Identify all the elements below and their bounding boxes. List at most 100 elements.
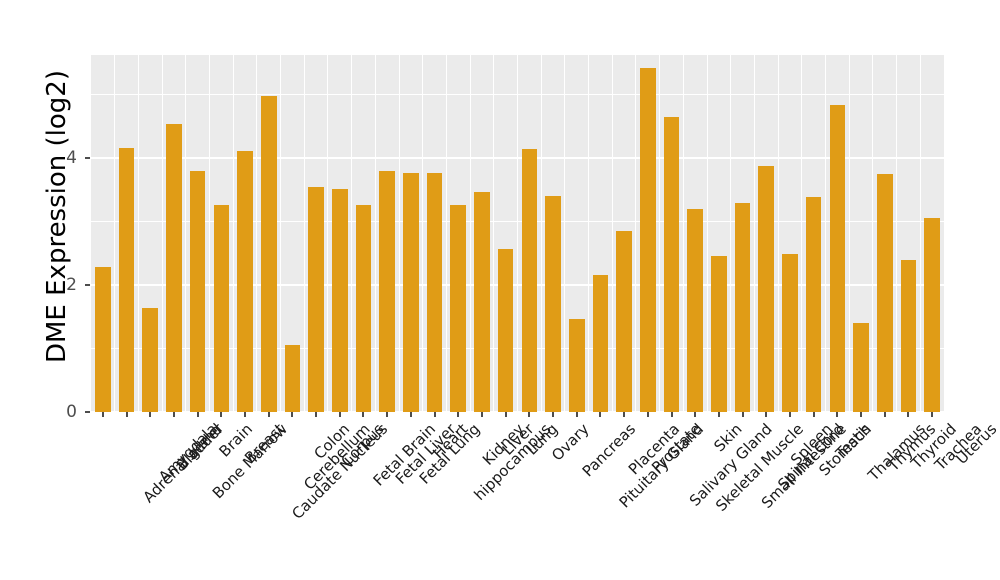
- y-axis-tick-mark: [85, 156, 90, 159]
- gridline-minor-x: [303, 55, 305, 412]
- gridline-minor-x: [706, 55, 708, 412]
- bar[interactable]: [379, 171, 395, 412]
- bar[interactable]: [711, 256, 727, 412]
- bar[interactable]: [166, 124, 182, 412]
- bar[interactable]: [616, 230, 632, 412]
- x-axis-tick-mark: [836, 412, 839, 417]
- y-axis-tick-label: 4: [66, 147, 77, 168]
- bar[interactable]: [403, 172, 419, 412]
- bar[interactable]: [284, 345, 301, 412]
- gridline-minor-x: [825, 55, 827, 412]
- x-axis-tick-mark: [101, 412, 104, 417]
- bar[interactable]: [924, 218, 940, 412]
- gridline-minor-x: [280, 55, 282, 412]
- bar[interactable]: [260, 96, 277, 412]
- gridline-minor-x: [161, 55, 163, 412]
- bar[interactable]: [876, 174, 893, 412]
- gridline-minor-x: [185, 55, 187, 412]
- gridline-minor-x: [872, 55, 874, 412]
- x-axis-tick-mark: [765, 412, 768, 417]
- x-axis-tick-mark: [433, 412, 436, 417]
- x-axis-tick-mark: [788, 412, 791, 417]
- gridline-minor-x: [422, 55, 424, 412]
- x-axis-tick-mark: [575, 412, 578, 417]
- gridline-minor-x: [588, 55, 590, 412]
- x-axis-tick-mark: [860, 412, 863, 417]
- x-axis-tick-mark: [670, 412, 673, 417]
- bar[interactable]: [900, 260, 917, 412]
- gridline-minor-x: [398, 55, 400, 412]
- bar[interactable]: [592, 275, 609, 412]
- y-axis-title: DME Expression (log2): [42, 70, 72, 364]
- y-axis-tick-label: 0: [66, 402, 77, 422]
- bar[interactable]: [142, 308, 159, 412]
- gridline-minor-x: [540, 55, 542, 412]
- bar[interactable]: [95, 267, 111, 412]
- x-axis-tick-mark: [125, 412, 128, 417]
- x-axis-tick-mark: [172, 412, 175, 417]
- bar[interactable]: [829, 104, 846, 412]
- gridline-minor-x: [896, 55, 898, 412]
- x-axis-tick-mark: [362, 412, 365, 417]
- gridline-minor-x: [493, 55, 495, 412]
- bar-series: [91, 55, 944, 412]
- gridline-minor-x: [114, 55, 116, 412]
- gridline-minor-x: [256, 55, 258, 412]
- bar[interactable]: [734, 203, 751, 412]
- bar[interactable]: [450, 204, 467, 412]
- gridline-minor-x: [730, 55, 732, 412]
- bar[interactable]: [640, 67, 656, 412]
- x-axis-tick-mark: [883, 412, 886, 417]
- bar[interactable]: [545, 196, 561, 412]
- x-axis-tick-mark: [220, 412, 223, 417]
- x-axis-tick-mark: [694, 412, 697, 417]
- bar[interactable]: [118, 148, 135, 412]
- x-axis-tick-mark: [741, 412, 744, 417]
- bar[interactable]: [853, 323, 869, 412]
- bar[interactable]: [782, 254, 798, 412]
- gridline-minor-x: [659, 55, 661, 412]
- plot-panel: [91, 55, 944, 412]
- gridline-minor-x: [232, 55, 234, 412]
- gridline-minor-x: [374, 55, 376, 412]
- bar[interactable]: [213, 204, 230, 412]
- gridline-minor-x: [753, 55, 755, 412]
- x-axis-tick-mark: [623, 412, 626, 417]
- y-axis-tick-mark: [85, 283, 90, 286]
- x-axis-tick-mark: [291, 412, 294, 417]
- bar[interactable]: [758, 165, 775, 412]
- bar[interactable]: [687, 209, 703, 412]
- bar[interactable]: [474, 191, 490, 412]
- x-axis-tick-mark: [480, 412, 483, 417]
- x-axis-tick-mark: [315, 412, 318, 417]
- gridline-minor-x: [777, 55, 779, 412]
- x-axis-tick-mark: [267, 412, 270, 417]
- gridline-minor-x: [351, 55, 353, 412]
- x-axis-tick-mark: [552, 412, 555, 417]
- bar[interactable]: [521, 149, 538, 412]
- x-axis-tick-mark: [504, 412, 507, 417]
- x-axis-tick-mark: [717, 412, 720, 417]
- bar[interactable]: [497, 249, 514, 412]
- bar[interactable]: [237, 150, 253, 412]
- bar[interactable]: [663, 117, 680, 412]
- bar[interactable]: [568, 318, 585, 412]
- gridline-minor-x: [848, 55, 850, 412]
- x-axis-tick-mark: [457, 412, 460, 417]
- x-axis-tick-mark: [528, 412, 531, 417]
- gridline-minor-x: [327, 55, 329, 412]
- bar[interactable]: [331, 189, 348, 412]
- x-axis-tick-mark: [646, 412, 649, 417]
- bar[interactable]: [308, 186, 324, 412]
- x-axis-tick-mark: [386, 412, 389, 417]
- bar[interactable]: [426, 173, 443, 412]
- gridline-minor-x: [208, 55, 210, 412]
- x-axis-tick-mark: [812, 412, 815, 417]
- bar[interactable]: [189, 171, 206, 412]
- gridline-minor-x: [611, 55, 613, 412]
- x-axis-tick-mark: [599, 412, 602, 417]
- gridline-minor-x: [445, 55, 447, 412]
- bar[interactable]: [805, 196, 822, 412]
- bar[interactable]: [355, 204, 372, 412]
